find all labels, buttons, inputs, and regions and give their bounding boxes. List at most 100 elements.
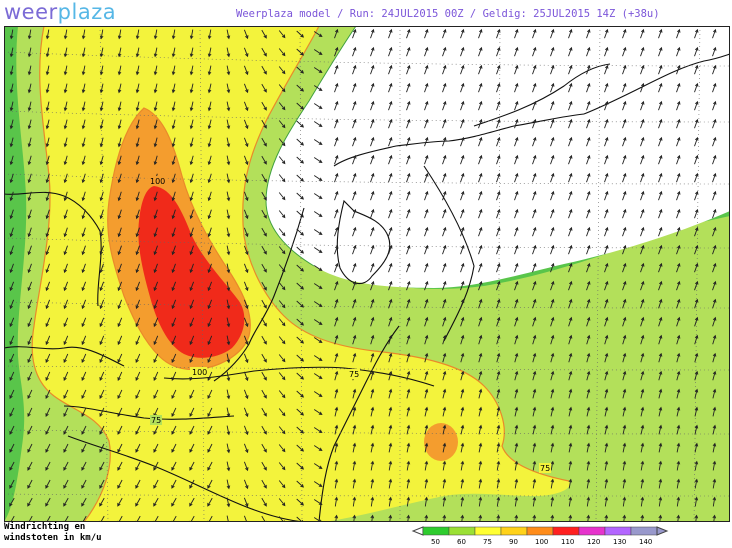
wind-arrow	[586, 208, 591, 219]
wind-arrow	[712, 46, 717, 57]
wind-arrow	[313, 85, 323, 92]
wind-arrow	[622, 262, 627, 273]
wind-arrows	[9, 28, 717, 522]
wind-arrow	[261, 29, 267, 39]
wind-arrow	[207, 335, 213, 346]
wind-arrow	[171, 425, 177, 435]
wind-arrow	[243, 281, 249, 292]
wind-arrow	[27, 137, 32, 148]
wind-arrow	[712, 262, 717, 273]
wind-arrow	[460, 352, 465, 363]
wind-arrow	[9, 245, 14, 256]
wind-arrow	[171, 191, 176, 202]
wind-arrow	[712, 280, 717, 291]
scale-swatch	[422, 526, 450, 536]
wind-arrow	[388, 64, 393, 75]
wind-arrow	[189, 389, 195, 399]
wind-arrow	[27, 263, 32, 274]
wind-arrow	[296, 444, 304, 452]
wind-arrow	[406, 226, 411, 237]
wind-arrow	[478, 190, 483, 201]
wind-arrow	[45, 443, 51, 453]
wind-arrow	[63, 281, 69, 292]
wind-arrow	[153, 461, 159, 471]
wind-arrow	[99, 83, 104, 94]
wind-arrow	[63, 137, 68, 148]
wind-arrow	[532, 262, 537, 273]
wind-arrow	[568, 172, 573, 183]
wind-arrow	[442, 28, 447, 39]
wind-arrow	[352, 46, 357, 57]
wind-arrow	[243, 335, 249, 346]
wind-arrow	[676, 262, 681, 273]
wind-arrow	[406, 316, 411, 327]
wind-arrow	[45, 425, 51, 435]
wind-arrow	[658, 496, 663, 507]
wind-arrow	[117, 479, 123, 489]
wind-arrow	[153, 227, 158, 238]
wind-arrow	[352, 496, 357, 507]
wind-arrow	[171, 173, 176, 184]
wind-arrow	[712, 100, 717, 111]
wind-arrow	[478, 82, 483, 93]
wind-arrow	[460, 208, 465, 219]
wind-arrow	[296, 120, 304, 128]
wind-arrow	[63, 371, 69, 381]
wind-arrow	[45, 191, 50, 202]
wind-arrow	[189, 461, 195, 471]
wind-arrow	[568, 280, 573, 291]
wind-arrow	[261, 47, 267, 57]
wind-arrow	[135, 191, 140, 202]
wind-arrow	[81, 407, 87, 417]
wind-arrow	[334, 442, 339, 453]
wind-arrow	[243, 389, 249, 400]
wind-arrow	[478, 244, 483, 255]
wind-arrow	[296, 300, 304, 308]
wind-arrow	[568, 352, 573, 363]
wind-arrow	[334, 334, 339, 345]
wind-arrow	[712, 136, 717, 147]
wind-arrow	[496, 28, 501, 39]
wind-arrow	[63, 497, 69, 507]
wind-arrow	[313, 265, 323, 272]
wind-arrow	[81, 173, 86, 184]
wind-arrow	[568, 244, 573, 255]
wind-arrow	[622, 514, 627, 522]
wind-arrow	[370, 280, 375, 291]
wind-arrow	[117, 425, 123, 435]
wind-arrow	[296, 372, 304, 380]
wind-arrow	[45, 353, 51, 363]
wind-arrow	[604, 262, 609, 273]
wind-arrow	[9, 47, 14, 58]
wind-arrow	[514, 28, 519, 39]
wind-arrow	[63, 317, 69, 328]
wind-arrow	[334, 424, 339, 435]
wind-arrow	[640, 226, 645, 237]
wind-arrow	[135, 173, 140, 184]
wind-arrow	[460, 334, 465, 345]
wind-arrow	[27, 317, 33, 328]
wind-arrow	[278, 120, 286, 129]
wind-arrow	[63, 47, 68, 58]
wind-arrow	[261, 443, 267, 453]
wind-arrow	[622, 442, 627, 453]
wind-arrow	[388, 172, 393, 183]
wind-arrow	[117, 191, 122, 202]
scale-tick-label: 50	[431, 538, 440, 546]
wind-arrow	[388, 478, 393, 489]
wind-arrow	[676, 478, 681, 489]
wind-arrow	[352, 424, 357, 435]
wind-arrow	[296, 354, 304, 362]
wind-arrow	[117, 263, 122, 274]
wind-arrow	[45, 137, 50, 148]
wind-arrow	[622, 172, 627, 183]
wind-arrow	[514, 280, 519, 291]
wind-arrow	[278, 48, 286, 57]
wind-arrow	[478, 28, 483, 39]
wind-arrow	[63, 119, 68, 130]
wind-arrow	[622, 154, 627, 165]
wind-arrow	[658, 136, 663, 147]
wind-arrow	[9, 281, 15, 292]
wind-arrow	[135, 83, 140, 94]
wind-arrow	[514, 154, 519, 165]
